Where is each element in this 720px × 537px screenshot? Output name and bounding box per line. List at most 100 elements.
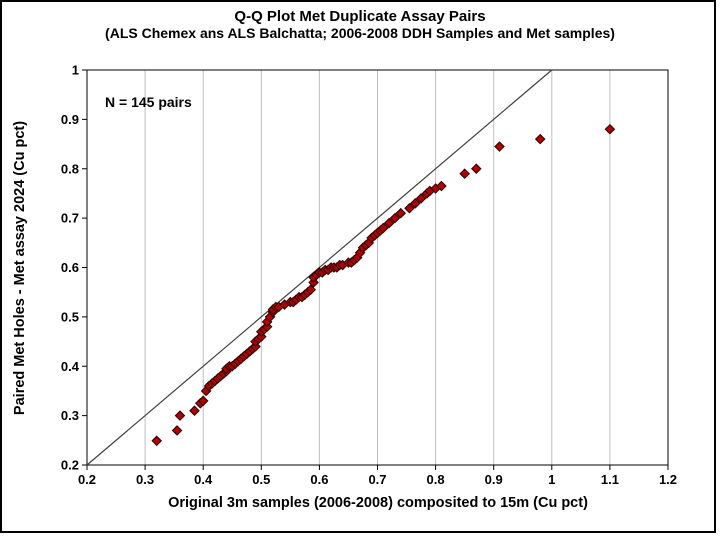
- data-point-diamond: [267, 306, 279, 318]
- x-axis-title: Original 3m samples (2006-2008) composit…: [168, 495, 588, 511]
- data-point-diamond: [378, 222, 389, 234]
- data-point-diamond: [244, 346, 255, 357]
- y-tick-label: 0.6: [61, 260, 79, 275]
- data-point-diamond: [459, 168, 470, 179]
- data-point-diamond: [305, 284, 316, 296]
- plot-border: [86, 69, 669, 466]
- data-point-diamond: [325, 262, 337, 273]
- y-tick-label: 0.4: [61, 359, 80, 374]
- data-point-diamond: [194, 397, 206, 409]
- y-tick-label: 1: [72, 63, 79, 78]
- data-point-diamond: [322, 264, 334, 276]
- data-point-diamond: [311, 269, 322, 281]
- data-point-diamond: [331, 262, 343, 273]
- data-point-diamond: [308, 272, 319, 283]
- data-point-diamond: [264, 311, 276, 323]
- data-point-diamond: [395, 207, 407, 219]
- data-point-diamond: [424, 185, 436, 197]
- reference-line: [86, 69, 553, 466]
- data-point-diamond: [221, 365, 232, 377]
- x-tick-label: 0.5: [252, 472, 270, 487]
- chart-header: Q-Q Plot Met Duplicate Assay Pairs (ALS …: [2, 8, 714, 41]
- data-point-diamond: [302, 286, 314, 298]
- data-point-diamond: [253, 333, 264, 345]
- data-point-diamond: [189, 405, 200, 416]
- x-tick-label: 1.1: [601, 472, 619, 487]
- data-point-diamond: [218, 368, 229, 379]
- data-point-diamond: [436, 180, 447, 192]
- data-point-diamond: [215, 370, 226, 382]
- data-point-diamond: [285, 296, 296, 308]
- data-point-diamond: [534, 133, 546, 145]
- data-point-diamond: [212, 373, 224, 384]
- data-point-diamond: [421, 188, 433, 199]
- x-tick-label: 1: [548, 472, 555, 487]
- data-point-diamond: [430, 183, 441, 194]
- data-point-diamond: [226, 360, 238, 372]
- x-tick-label: 0.8: [427, 472, 445, 487]
- data-point-diamond: [273, 301, 285, 313]
- data-point-diamond: [346, 257, 357, 268]
- data-point-diamond: [360, 239, 372, 251]
- data-point-diamond: [229, 358, 241, 370]
- data-point-diamond: [241, 348, 253, 360]
- data-point-diamond: [383, 217, 395, 229]
- y-tick-label: 0.3: [61, 408, 79, 423]
- data-point-diamond: [255, 326, 267, 337]
- data-point-diamond: [258, 323, 270, 335]
- data-point-diamond: [151, 435, 163, 447]
- annotation-n-pairs: N = 145 pairs: [105, 94, 192, 110]
- x-tick-label: 0.6: [310, 472, 328, 487]
- data-point-diamond: [232, 356, 244, 367]
- data-point-diamond: [224, 360, 235, 372]
- data-point-diamond: [328, 262, 340, 273]
- data-point-diamond: [337, 259, 348, 271]
- data-point-diamond: [287, 296, 299, 308]
- data-point-diamond: [267, 304, 279, 315]
- data-point-diamond: [375, 225, 386, 236]
- data-point-diamond: [308, 277, 319, 288]
- data-point-diamond: [255, 331, 267, 342]
- data-point-diamond: [171, 425, 183, 436]
- data-point-diamond: [372, 227, 383, 239]
- data-point-diamond: [197, 395, 209, 407]
- x-tick-label: 0.9: [485, 472, 503, 487]
- data-point-diamond: [363, 237, 375, 249]
- data-point-diamond: [261, 321, 273, 333]
- data-point-diamond: [221, 363, 232, 375]
- chart-title: Q-Q Plot Met Duplicate Assay Pairs: [234, 8, 486, 25]
- data-point-diamond: [357, 242, 369, 254]
- x-tick-label: 0.7: [368, 472, 386, 487]
- x-tick-label: 0.2: [78, 472, 96, 487]
- data-point-diamond: [404, 202, 415, 214]
- y-tick-label: 0.8: [61, 161, 79, 176]
- data-point-diamond: [334, 259, 346, 271]
- data-point-diamond: [238, 351, 250, 362]
- data-point-diamond: [203, 380, 215, 392]
- data-point-diamond: [293, 291, 305, 303]
- data-point-diamond: [351, 252, 363, 263]
- data-point-diamond: [290, 294, 302, 305]
- data-point-diamond: [415, 193, 427, 204]
- data-point-diamond: [354, 247, 366, 258]
- y-tick-label: 0.7: [61, 211, 79, 226]
- data-point-diamond: [279, 299, 290, 310]
- data-point-diamond: [235, 353, 247, 365]
- x-tick-label: 0.4: [194, 472, 213, 487]
- y-tick-label: 0.5: [61, 309, 79, 324]
- data-point-diamond: [209, 375, 221, 387]
- chart-subtitle: (ALS Chemex ans ALS Balchatta; 2006-2008…: [105, 25, 615, 41]
- data-point-diamond: [296, 291, 308, 303]
- data-point-diamond: [250, 336, 261, 347]
- data-point-diamond: [261, 316, 273, 328]
- data-point-diamond: [270, 301, 282, 313]
- data-point-diamond: [250, 341, 261, 352]
- data-point-diamond: [389, 212, 401, 224]
- data-point-diamond: [174, 410, 186, 421]
- data-point-diamond: [299, 289, 311, 300]
- data-point-diamond: [409, 198, 421, 209]
- data-point-diamond: [343, 257, 354, 268]
- data-point-diamond: [319, 264, 331, 276]
